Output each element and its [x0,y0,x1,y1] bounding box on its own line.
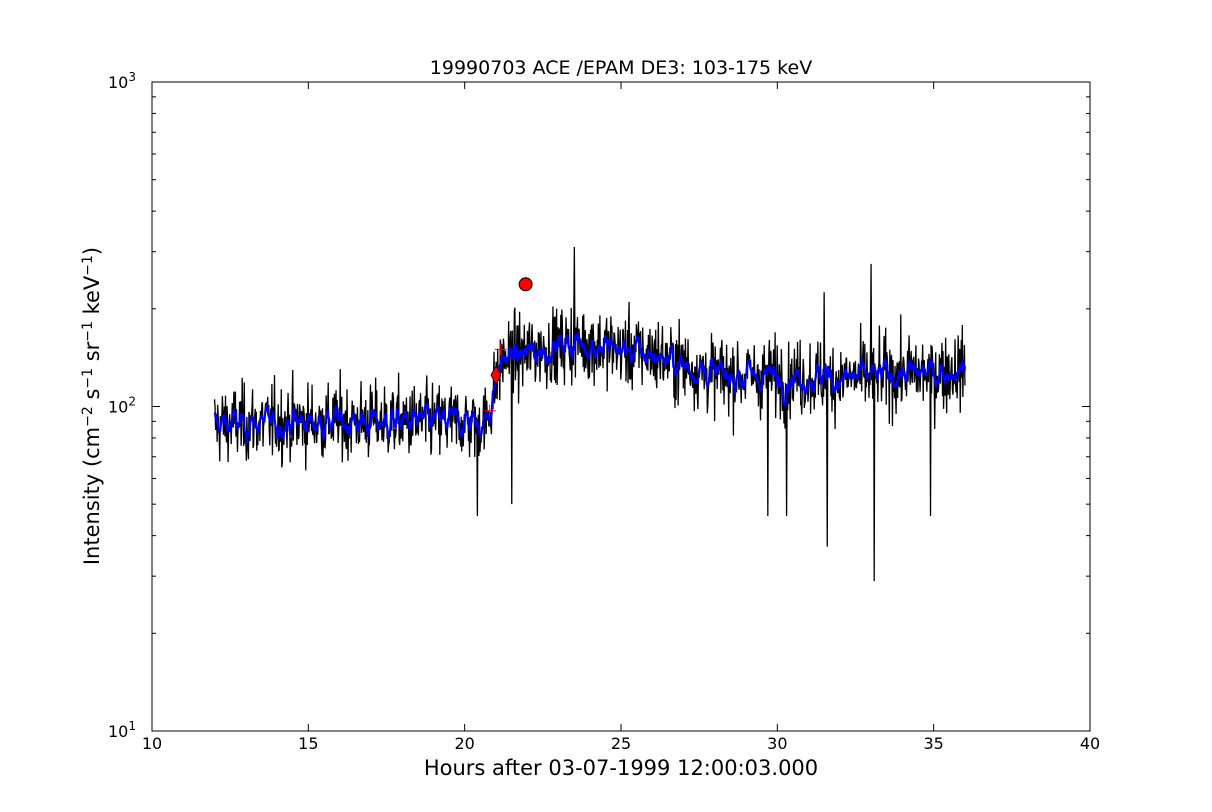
x-axis: 10 15 20 25 30 35 40 [142,82,1100,753]
x-axis-label: Hours after 03-07-1999 12:00:03.000 [424,756,818,780]
x-tick-label: 20 [454,734,474,753]
x-tick-label: 25 [611,734,631,753]
marker-layer [483,277,533,417]
y-tick-label: 101 [108,719,136,741]
y-tick-label: 102 [108,395,136,417]
series-layer [213,247,967,581]
smoothed-intensity-series [213,332,967,444]
plus-marker [483,404,496,417]
y-tick-label: 103 [108,70,136,92]
x-tick-label: 40 [1080,734,1100,753]
y-axis-label: Intensity (cm−2 s−1 sr−1 keV−1) [80,247,104,565]
raw-intensity-series [213,247,966,581]
diamond-marker [490,365,502,385]
circle-marker [518,277,533,292]
chart-title: 19990703 ACE /EPAM DE3: 103-175 keV [430,57,812,79]
x-tick-label: 15 [298,734,318,753]
plot-area [151,81,1091,732]
y-axis: 101 102 103 [108,70,1090,741]
x-tick-label: 35 [923,734,943,753]
plus-marker [494,343,507,356]
x-tick-label: 30 [767,734,787,753]
x-tick-label: 10 [142,734,162,753]
